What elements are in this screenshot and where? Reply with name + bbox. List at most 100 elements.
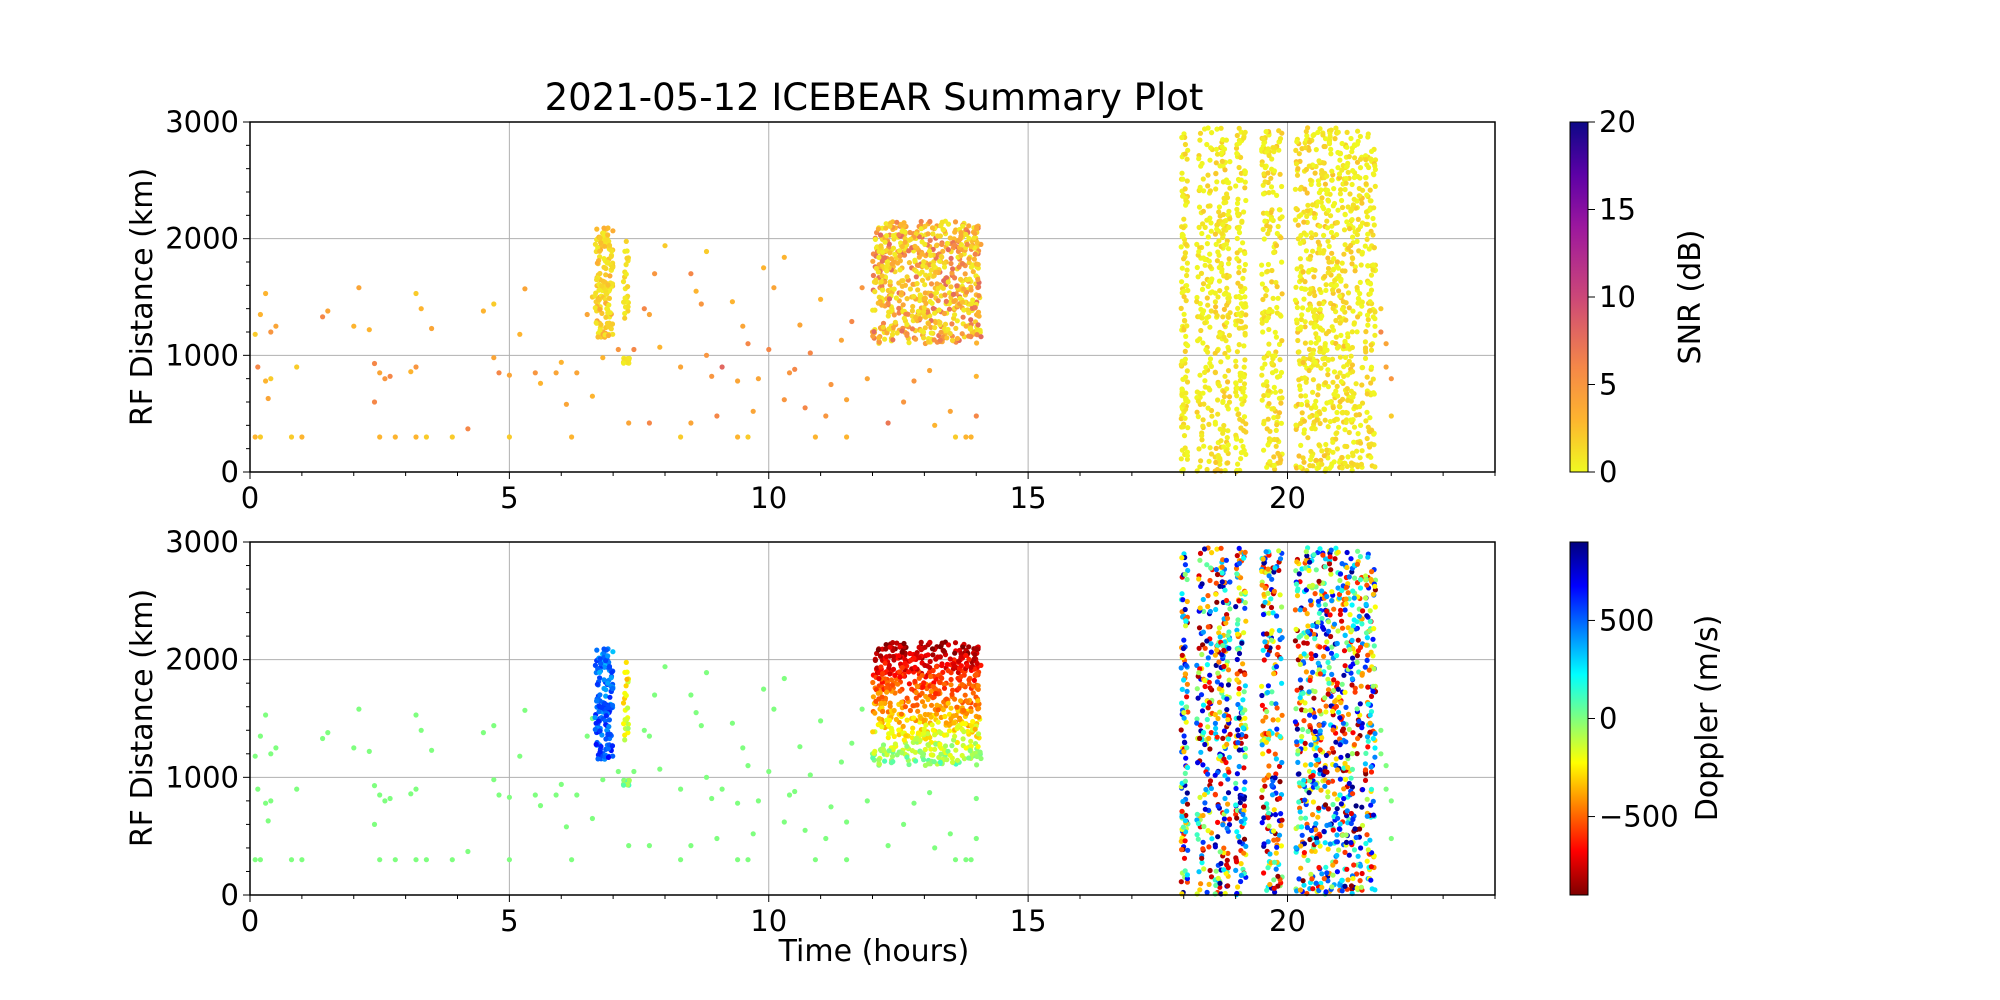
data-point — [1313, 340, 1319, 346]
data-point — [1272, 389, 1279, 395]
data-point — [932, 732, 938, 738]
data-point — [896, 653, 902, 659]
data-point — [870, 333, 876, 339]
data-point — [1298, 393, 1304, 399]
data-point — [1317, 286, 1323, 293]
data-point — [1349, 217, 1355, 223]
data-point — [1271, 859, 1278, 865]
data-point — [1241, 209, 1247, 215]
data-point — [1335, 628, 1341, 634]
data-point — [1233, 183, 1239, 189]
data-point — [1202, 126, 1208, 132]
data-point — [1200, 596, 1206, 603]
data-point — [605, 731, 611, 738]
data-point — [1316, 578, 1322, 584]
data-point — [1227, 216, 1233, 222]
data-point — [1383, 786, 1389, 792]
data-point — [1204, 716, 1210, 723]
data-point — [1220, 222, 1226, 228]
data-point — [1260, 191, 1267, 197]
data-point — [941, 310, 948, 317]
data-point — [1235, 732, 1241, 739]
data-point — [1195, 414, 1201, 420]
data-point — [1372, 323, 1378, 329]
data-point — [970, 718, 976, 725]
data-point — [971, 235, 977, 241]
data-point — [959, 331, 965, 337]
data-point — [1204, 141, 1210, 148]
data-point — [1242, 707, 1248, 713]
data-point — [970, 690, 976, 696]
data-point — [1276, 567, 1282, 574]
data-point — [1184, 745, 1190, 751]
data-point — [1329, 223, 1335, 229]
data-point — [933, 741, 939, 747]
data-point — [901, 220, 907, 226]
data-point — [944, 661, 951, 668]
data-point — [966, 644, 972, 650]
data-point — [1235, 617, 1241, 623]
data-point — [263, 712, 269, 718]
data-point — [1370, 314, 1376, 320]
data-point — [1329, 250, 1335, 256]
data-point — [1260, 556, 1266, 562]
data-point — [1308, 352, 1314, 358]
data-point — [928, 702, 935, 708]
data-point — [1303, 128, 1309, 135]
data-point — [1182, 141, 1188, 148]
data-point — [1315, 814, 1321, 820]
data-point — [1183, 719, 1189, 725]
data-point — [1324, 593, 1330, 600]
data-point — [1224, 320, 1230, 326]
data-point — [882, 239, 888, 245]
data-point — [1359, 400, 1366, 406]
data-point — [1259, 162, 1265, 168]
data-point — [1364, 409, 1370, 415]
data-point — [1325, 384, 1331, 390]
data-point — [740, 323, 746, 329]
data-point — [413, 364, 419, 370]
data-point — [1240, 275, 1246, 281]
data-point — [1330, 379, 1336, 385]
data-point — [1269, 782, 1275, 788]
data-point — [1179, 231, 1185, 237]
data-point — [1313, 457, 1319, 463]
data-point — [622, 717, 628, 723]
data-point — [1331, 791, 1338, 797]
data-point — [1233, 859, 1240, 865]
data-point — [1204, 241, 1210, 247]
data-point — [1275, 836, 1281, 842]
data-point — [1325, 207, 1332, 214]
data-point — [953, 747, 959, 753]
data-point — [899, 328, 905, 334]
data-point — [1264, 887, 1270, 893]
data-point — [1205, 203, 1211, 209]
data-point — [1330, 727, 1336, 733]
data-point — [265, 395, 271, 402]
data-point — [1356, 193, 1362, 199]
data-point — [594, 277, 600, 283]
data-point — [960, 644, 966, 650]
data-point — [1243, 197, 1249, 204]
data-point — [1261, 591, 1267, 598]
data-point — [1316, 667, 1322, 673]
data-point — [1215, 411, 1221, 417]
data-point — [408, 369, 414, 375]
data-point — [907, 707, 914, 714]
data-point — [603, 291, 609, 297]
data-point — [872, 289, 878, 295]
data-point — [1260, 226, 1266, 232]
data-point — [750, 831, 756, 837]
data-point — [1334, 806, 1340, 812]
data-point — [1303, 166, 1309, 173]
data-point — [1238, 438, 1244, 444]
data-point — [1204, 889, 1210, 896]
data-point — [1339, 888, 1345, 894]
data-point — [1317, 250, 1323, 256]
data-point — [584, 311, 590, 318]
data-point — [1348, 388, 1354, 394]
data-point — [1264, 464, 1270, 470]
data-point — [491, 355, 497, 361]
data-point — [1344, 129, 1350, 135]
data-point — [1274, 284, 1280, 290]
